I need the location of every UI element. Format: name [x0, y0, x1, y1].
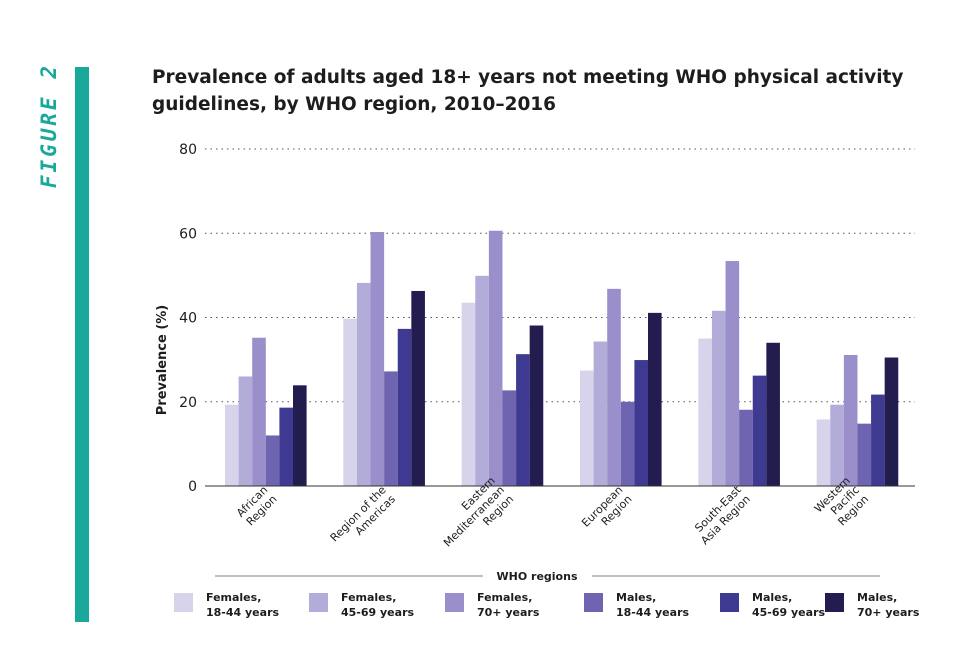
legend-label: Females, 45-69 years [341, 591, 415, 619]
legend-item: Males, 45-69 years [720, 590, 825, 620]
bar [766, 342, 780, 486]
x-tick-label: EasternMediterraneanRegion [432, 474, 516, 558]
bar [356, 282, 371, 486]
bar [580, 370, 594, 486]
bar [265, 435, 280, 486]
accent-side-bar [75, 67, 89, 622]
legend-swatch [309, 593, 328, 612]
legend-label: Males, 18-44 years [616, 591, 690, 619]
bar [343, 318, 357, 486]
bar [252, 337, 266, 486]
bar [739, 409, 753, 486]
x-tick-label: EuropeanRegion [579, 483, 634, 538]
legend-swatch [174, 593, 193, 612]
x-axis-label: WHO regions [497, 570, 578, 583]
bar [884, 357, 899, 486]
legend-swatch [825, 593, 844, 612]
bar [384, 371, 398, 486]
legend-swatch [584, 593, 603, 612]
legend-item: Females, 45-69 years [309, 590, 414, 620]
bar [475, 275, 489, 486]
gridlines [205, 148, 915, 403]
figure-label: FIGURE 2 [37, 63, 61, 188]
figure-label-text: FIGURE 2 [37, 63, 61, 188]
bar [529, 325, 544, 486]
legend-label: Males, 45-69 years [752, 591, 826, 619]
chart-title: Prevalence of adults aged 18+ years not … [152, 67, 904, 115]
bar [516, 354, 530, 486]
bar [593, 341, 608, 486]
legend-item: Males, 18-44 years [584, 590, 689, 620]
bars [225, 230, 899, 486]
bar [225, 404, 239, 486]
bar [830, 404, 844, 486]
legend-item: Females, 70+ years [445, 590, 539, 620]
bar [238, 376, 253, 486]
bar [871, 394, 885, 486]
bar [698, 338, 712, 486]
legend-label: Males, 70+ years [857, 591, 920, 619]
bar [725, 261, 740, 486]
y-tick-label: 60 [179, 226, 197, 242]
bar [857, 423, 872, 486]
bar [293, 385, 307, 486]
y-tick-label: 40 [179, 311, 197, 327]
legend-label: Females, 18-44 years [206, 591, 280, 619]
y-tick-label: 0 [188, 479, 197, 495]
bar [607, 288, 621, 486]
x-tick-labels: AfricanRegion Region of theAmericas Easter… [234, 474, 871, 558]
y-axis-label: Prevalence (%) [155, 305, 170, 416]
x-tick-label: Region of theAmericas [328, 483, 398, 553]
bar [397, 328, 412, 486]
legend-swatch [445, 593, 464, 612]
legend-item: Males, 70+ years [825, 590, 919, 620]
bar [752, 375, 767, 486]
x-tick-label: South-EastAsia Region [689, 483, 753, 547]
bar [461, 302, 476, 486]
bar [620, 401, 635, 486]
legend-label: Females, 70+ years [477, 591, 540, 619]
legend-swatch [720, 593, 739, 612]
legend: Females, 18-44 years Females, 45-69 years… [174, 590, 954, 630]
bar [411, 290, 425, 486]
bar [648, 312, 662, 486]
bar [843, 354, 858, 486]
y-tick-label: 80 [179, 142, 197, 158]
bar [370, 231, 385, 486]
bar [711, 310, 726, 486]
y-axis: 0 20 40 60 80 [179, 142, 197, 495]
bar [634, 360, 648, 486]
y-tick-label: 20 [179, 395, 197, 411]
legend-item: Females, 18-44 years [174, 590, 279, 620]
bar [279, 407, 293, 486]
x-tick-label: AfricanRegion [234, 483, 280, 529]
bar [816, 419, 831, 486]
bar [488, 230, 503, 486]
bar [502, 390, 517, 486]
